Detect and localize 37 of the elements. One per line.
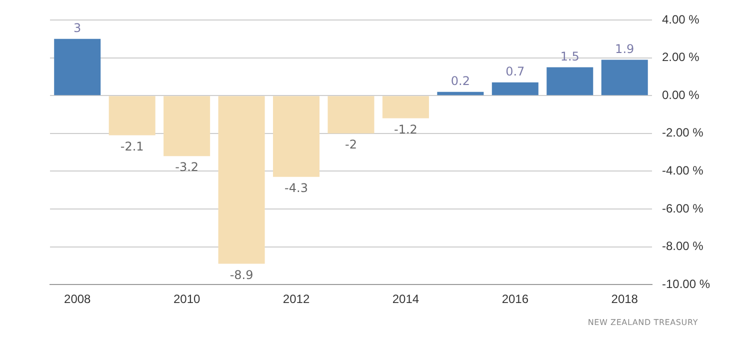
data-label: -2: [345, 138, 357, 152]
y-tick-label: -4.00 %: [662, 164, 704, 178]
data-label: -4.3: [284, 180, 308, 195]
data-label: -3.2: [175, 160, 199, 174]
y-tick-label: 4.00 %: [662, 12, 700, 26]
bar: [164, 96, 210, 156]
x-tick-label: 2014: [392, 292, 420, 306]
bar: [601, 60, 648, 96]
y-tick-label: 0.00 %: [662, 88, 700, 102]
y-tick-label: -10.00 %: [662, 276, 710, 291]
data-label: -2.1: [120, 139, 144, 154]
x-tick-label: 2018: [611, 292, 638, 306]
bar: [492, 82, 538, 96]
bar: [328, 96, 374, 134]
y-tick-label: -8.00 %: [662, 239, 704, 254]
y-tick-label: -6.00 %: [662, 201, 704, 216]
data-label: -1.2: [394, 122, 418, 136]
data-label: -8.9: [230, 268, 254, 282]
bar: [273, 96, 320, 177]
x-tick-label: 2008: [64, 292, 92, 306]
x-tick-label: 2010: [173, 292, 200, 306]
y-tick-label: 2.00 %: [662, 50, 700, 64]
bar: [108, 96, 156, 136]
bar: [54, 38, 101, 96]
data-label: 1.5: [560, 49, 580, 64]
bar: [382, 96, 429, 118]
data-label: 0.7: [506, 64, 525, 78]
bar: [218, 96, 265, 264]
data-label: 3: [74, 21, 82, 36]
text: NEW ZEALAND TREASURY: [588, 318, 698, 327]
x-tick-label: 2012: [282, 292, 310, 306]
bar: [546, 67, 594, 96]
bar: [437, 92, 484, 96]
y-tick-label: -2.00 %: [662, 126, 704, 140]
data-label: 1.9: [615, 42, 634, 56]
x-tick-label: 2016: [502, 292, 529, 306]
data-label: 0.2: [450, 74, 470, 88]
